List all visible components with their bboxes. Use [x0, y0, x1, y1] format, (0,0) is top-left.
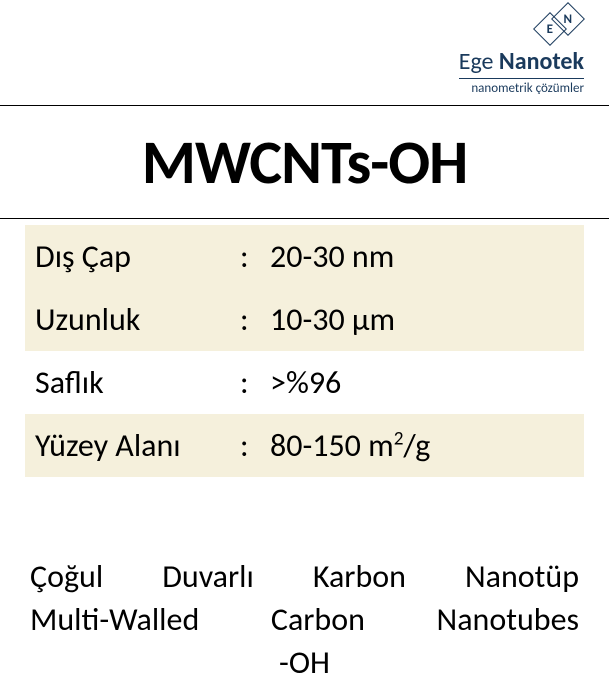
- product-description: Çoğul Duvarlı Karbon Nanotüp Multi-Walle…: [30, 555, 579, 685]
- logo-hexagons: E N: [534, 5, 584, 45]
- spec-value: 20-30 nm: [270, 237, 574, 276]
- spec-label: Yüzey Alanı: [35, 426, 240, 465]
- company-nanotek: Nanotek: [494, 47, 585, 76]
- spec-row-surface-area: Yüzey Alanı : 80-150 m2/g: [25, 414, 584, 477]
- spec-label: Dış Çap: [35, 237, 240, 276]
- spec-colon: :: [240, 237, 270, 276]
- spec-colon: :: [240, 426, 270, 465]
- specifications-table: Dış Çap : 20-30 nm Uzunluk : 10-30 μm Sa…: [25, 225, 584, 477]
- company-logo: E N Ege Nanotek nanometrik çözümler: [459, 5, 584, 96]
- spec-label: Uzunluk: [35, 300, 240, 339]
- spec-value: 10-30 μm: [270, 300, 574, 339]
- spec-row-purity: Saflık : >%96: [25, 351, 584, 414]
- spec-value: 80-150 m2/g: [270, 426, 574, 465]
- title-section: MWCNTs-OH: [0, 105, 609, 219]
- desc-line-suffix: -OH: [30, 641, 579, 684]
- hex-letter-n: N: [564, 11, 573, 26]
- hex-letter-e: E: [547, 22, 553, 37]
- spec-row-outer-diameter: Dış Çap : 20-30 nm: [25, 225, 584, 288]
- company-name: Ege Nanotek: [459, 47, 584, 76]
- spec-row-length: Uzunluk : 10-30 μm: [25, 288, 584, 351]
- spec-colon: :: [240, 363, 270, 402]
- company-ege: Ege: [459, 47, 494, 76]
- company-tagline: nanometrik çözümler: [459, 78, 584, 96]
- product-title: MWCNTs-OH: [0, 124, 609, 200]
- spec-colon: :: [240, 300, 270, 339]
- logo-top-row: E N: [459, 5, 584, 45]
- desc-line-english: Multi-Walled Carbon Nanotubes: [30, 598, 579, 641]
- desc-line-turkish: Çoğul Duvarlı Karbon Nanotüp: [30, 555, 579, 598]
- spec-label: Saflık: [35, 363, 240, 402]
- spec-value: >%96: [270, 363, 574, 402]
